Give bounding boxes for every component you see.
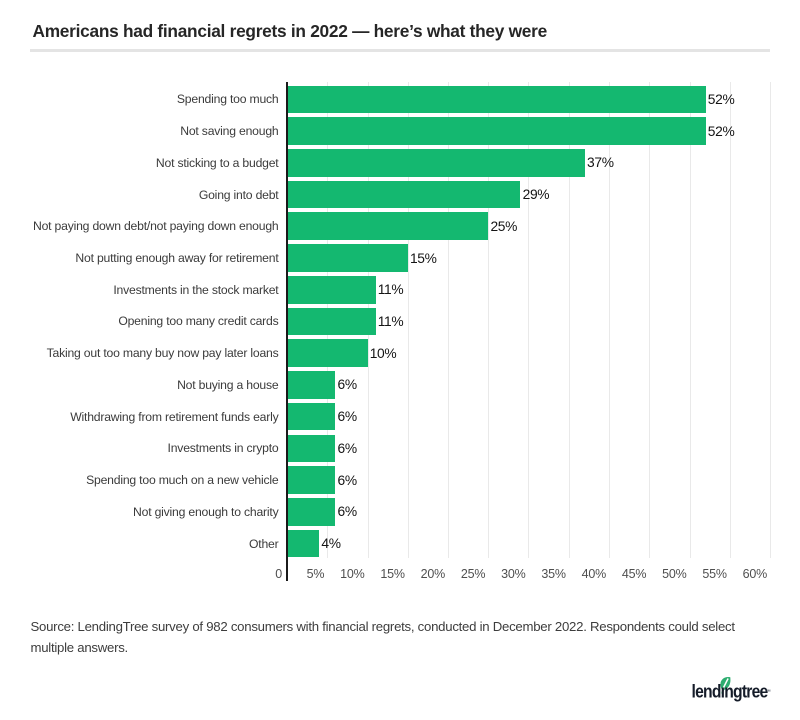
svg-text:lendıngtree: lendıngtree [692, 682, 769, 702]
svg-text:™: ™ [765, 689, 771, 695]
